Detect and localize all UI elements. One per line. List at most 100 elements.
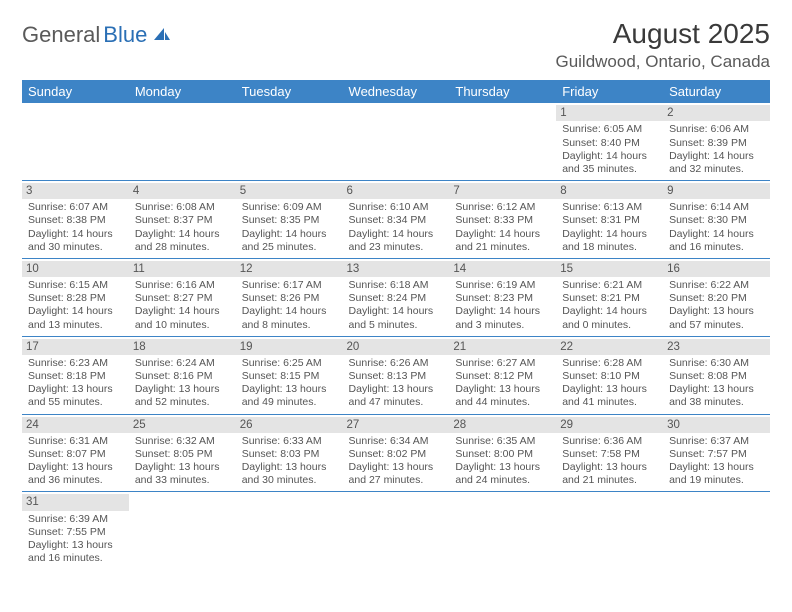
daylight-line: Daylight: 14 hours and 25 minutes. <box>242 228 337 254</box>
sunrise-line: Sunrise: 6:10 AM <box>349 201 444 214</box>
calendar-empty <box>449 492 556 569</box>
calendar-week: 1Sunrise: 6:05 AMSunset: 8:40 PMDaylight… <box>22 103 770 180</box>
daylight-line: Daylight: 13 hours and 30 minutes. <box>242 461 337 487</box>
sunrise-line: Sunrise: 6:17 AM <box>242 279 337 292</box>
sunrise-line: Sunrise: 6:25 AM <box>242 357 337 370</box>
day-number: 1 <box>556 105 663 121</box>
day-number: 9 <box>663 183 770 199</box>
page-header: General Blue August 2025 Guildwood, Onta… <box>22 18 770 72</box>
calendar-day: 10Sunrise: 6:15 AMSunset: 8:28 PMDayligh… <box>22 258 129 336</box>
sunrise-line: Sunrise: 6:14 AM <box>669 201 764 214</box>
daylight-line: Daylight: 14 hours and 10 minutes. <box>135 305 230 331</box>
day-number: 5 <box>236 183 343 199</box>
daylight-line: Daylight: 13 hours and 33 minutes. <box>135 461 230 487</box>
sunset-line: Sunset: 8:27 PM <box>135 292 230 305</box>
day-number: 11 <box>129 261 236 277</box>
calendar-day: 18Sunrise: 6:24 AMSunset: 8:16 PMDayligh… <box>129 336 236 414</box>
sunrise-line: Sunrise: 6:21 AM <box>562 279 657 292</box>
sunset-line: Sunset: 8:13 PM <box>349 370 444 383</box>
calendar-week: 10Sunrise: 6:15 AMSunset: 8:28 PMDayligh… <box>22 258 770 336</box>
sunset-line: Sunset: 8:34 PM <box>349 214 444 227</box>
calendar-day: 9Sunrise: 6:14 AMSunset: 8:30 PMDaylight… <box>663 180 770 258</box>
sunset-line: Sunset: 8:15 PM <box>242 370 337 383</box>
calendar-day: 22Sunrise: 6:28 AMSunset: 8:10 PMDayligh… <box>556 336 663 414</box>
calendar-day: 3Sunrise: 6:07 AMSunset: 8:38 PMDaylight… <box>22 180 129 258</box>
calendar-day: 27Sunrise: 6:34 AMSunset: 8:02 PMDayligh… <box>343 414 450 492</box>
calendar-day: 19Sunrise: 6:25 AMSunset: 8:15 PMDayligh… <box>236 336 343 414</box>
sunrise-line: Sunrise: 6:18 AM <box>349 279 444 292</box>
sunset-line: Sunset: 8:37 PM <box>135 214 230 227</box>
day-number: 25 <box>129 417 236 433</box>
calendar-empty <box>343 492 450 569</box>
calendar-day: 17Sunrise: 6:23 AMSunset: 8:18 PMDayligh… <box>22 336 129 414</box>
calendar-day: 12Sunrise: 6:17 AMSunset: 8:26 PMDayligh… <box>236 258 343 336</box>
sunset-line: Sunset: 8:20 PM <box>669 292 764 305</box>
sunrise-line: Sunrise: 6:12 AM <box>455 201 550 214</box>
sunset-line: Sunset: 8:35 PM <box>242 214 337 227</box>
calendar-day: 11 Sunrise: 6:16 AMSunset: 8:27 PMDayligh… <box>129 258 236 336</box>
day-number: 13 <box>343 261 450 277</box>
calendar-empty <box>449 103 556 180</box>
daylight-line: Daylight: 14 hours and 18 minutes. <box>562 228 657 254</box>
sunset-line: Sunset: 8:21 PM <box>562 292 657 305</box>
calendar-day: 21Sunrise: 6:27 AMSunset: 8:12 PMDayligh… <box>449 336 556 414</box>
sunset-line: Sunset: 7:57 PM <box>669 448 764 461</box>
day-header: Friday <box>556 80 663 103</box>
sunset-line: Sunset: 8:38 PM <box>28 214 123 227</box>
sunset-line: Sunset: 8:05 PM <box>135 448 230 461</box>
sunset-line: Sunset: 7:58 PM <box>562 448 657 461</box>
sunrise-line: Sunrise: 6:22 AM <box>669 279 764 292</box>
daylight-line: Daylight: 13 hours and 19 minutes. <box>669 461 764 487</box>
logo-word-blue: Blue <box>103 22 147 48</box>
sunset-line: Sunset: 8:02 PM <box>349 448 444 461</box>
day-number: 22 <box>556 339 663 355</box>
sunrise-line: Sunrise: 6:37 AM <box>669 435 764 448</box>
daylight-line: Daylight: 13 hours and 55 minutes. <box>28 383 123 409</box>
sunrise-line: Sunrise: 6:07 AM <box>28 201 123 214</box>
calendar-empty <box>236 103 343 180</box>
day-number: 20 <box>343 339 450 355</box>
calendar-day: 4Sunrise: 6:08 AMSunset: 8:37 PMDaylight… <box>129 180 236 258</box>
calendar-empty <box>129 103 236 180</box>
calendar-day: 20Sunrise: 6:26 AMSunset: 8:13 PMDayligh… <box>343 336 450 414</box>
calendar-day: 29Sunrise: 6:36 AMSunset: 7:58 PMDayligh… <box>556 414 663 492</box>
calendar-day: 5Sunrise: 6:09 AMSunset: 8:35 PMDaylight… <box>236 180 343 258</box>
calendar-day: 8Sunrise: 6:13 AMSunset: 8:31 PMDaylight… <box>556 180 663 258</box>
calendar-day: 25 Sunrise: 6:32 AMSunset: 8:05 PMDayligh… <box>129 414 236 492</box>
sunrise-line: Sunrise: 6:16 AM <box>135 279 230 292</box>
calendar-empty <box>129 492 236 569</box>
sunrise-line: Sunrise: 6:05 AM <box>562 123 657 136</box>
sunset-line: Sunset: 8:33 PM <box>455 214 550 227</box>
sunrise-line: Sunrise: 6:39 AM <box>28 513 123 526</box>
sunrise-line: Sunrise: 6:32 AM <box>135 435 230 448</box>
daylight-line: Daylight: 14 hours and 32 minutes. <box>669 150 764 176</box>
day-number: 30 <box>663 417 770 433</box>
sunrise-line: Sunrise: 6:35 AM <box>455 435 550 448</box>
day-number: 8 <box>556 183 663 199</box>
daylight-line: Daylight: 14 hours and 8 minutes. <box>242 305 337 331</box>
daylight-line: Daylight: 14 hours and 23 minutes. <box>349 228 444 254</box>
day-number: 23 <box>663 339 770 355</box>
calendar-week: 17Sunrise: 6:23 AMSunset: 8:18 PMDayligh… <box>22 336 770 414</box>
daylight-line: Daylight: 13 hours and 49 minutes. <box>242 383 337 409</box>
day-header: Monday <box>129 80 236 103</box>
daylight-line: Daylight: 14 hours and 35 minutes. <box>562 150 657 176</box>
calendar-week: 31Sunrise: 6:39 AMSunset: 7:55 PMDayligh… <box>22 492 770 569</box>
month-title: August 2025 <box>555 18 770 50</box>
sunrise-line: Sunrise: 6:28 AM <box>562 357 657 370</box>
daylight-line: Daylight: 14 hours and 16 minutes. <box>669 228 764 254</box>
day-number: 17 <box>22 339 129 355</box>
day-number: 26 <box>236 417 343 433</box>
sunrise-line: Sunrise: 6:27 AM <box>455 357 550 370</box>
day-header: Wednesday <box>343 80 450 103</box>
sunrise-line: Sunrise: 6:06 AM <box>669 123 764 136</box>
sunset-line: Sunset: 8:23 PM <box>455 292 550 305</box>
calendar-head: SundayMondayTuesdayWednesdayThursdayFrid… <box>22 80 770 103</box>
calendar-body: 1Sunrise: 6:05 AMSunset: 8:40 PMDaylight… <box>22 103 770 569</box>
calendar-table: SundayMondayTuesdayWednesdayThursdayFrid… <box>22 80 770 569</box>
calendar-empty <box>343 103 450 180</box>
day-number: 6 <box>343 183 450 199</box>
sunrise-line: Sunrise: 6:31 AM <box>28 435 123 448</box>
sunset-line: Sunset: 8:00 PM <box>455 448 550 461</box>
sunset-line: Sunset: 8:03 PM <box>242 448 337 461</box>
